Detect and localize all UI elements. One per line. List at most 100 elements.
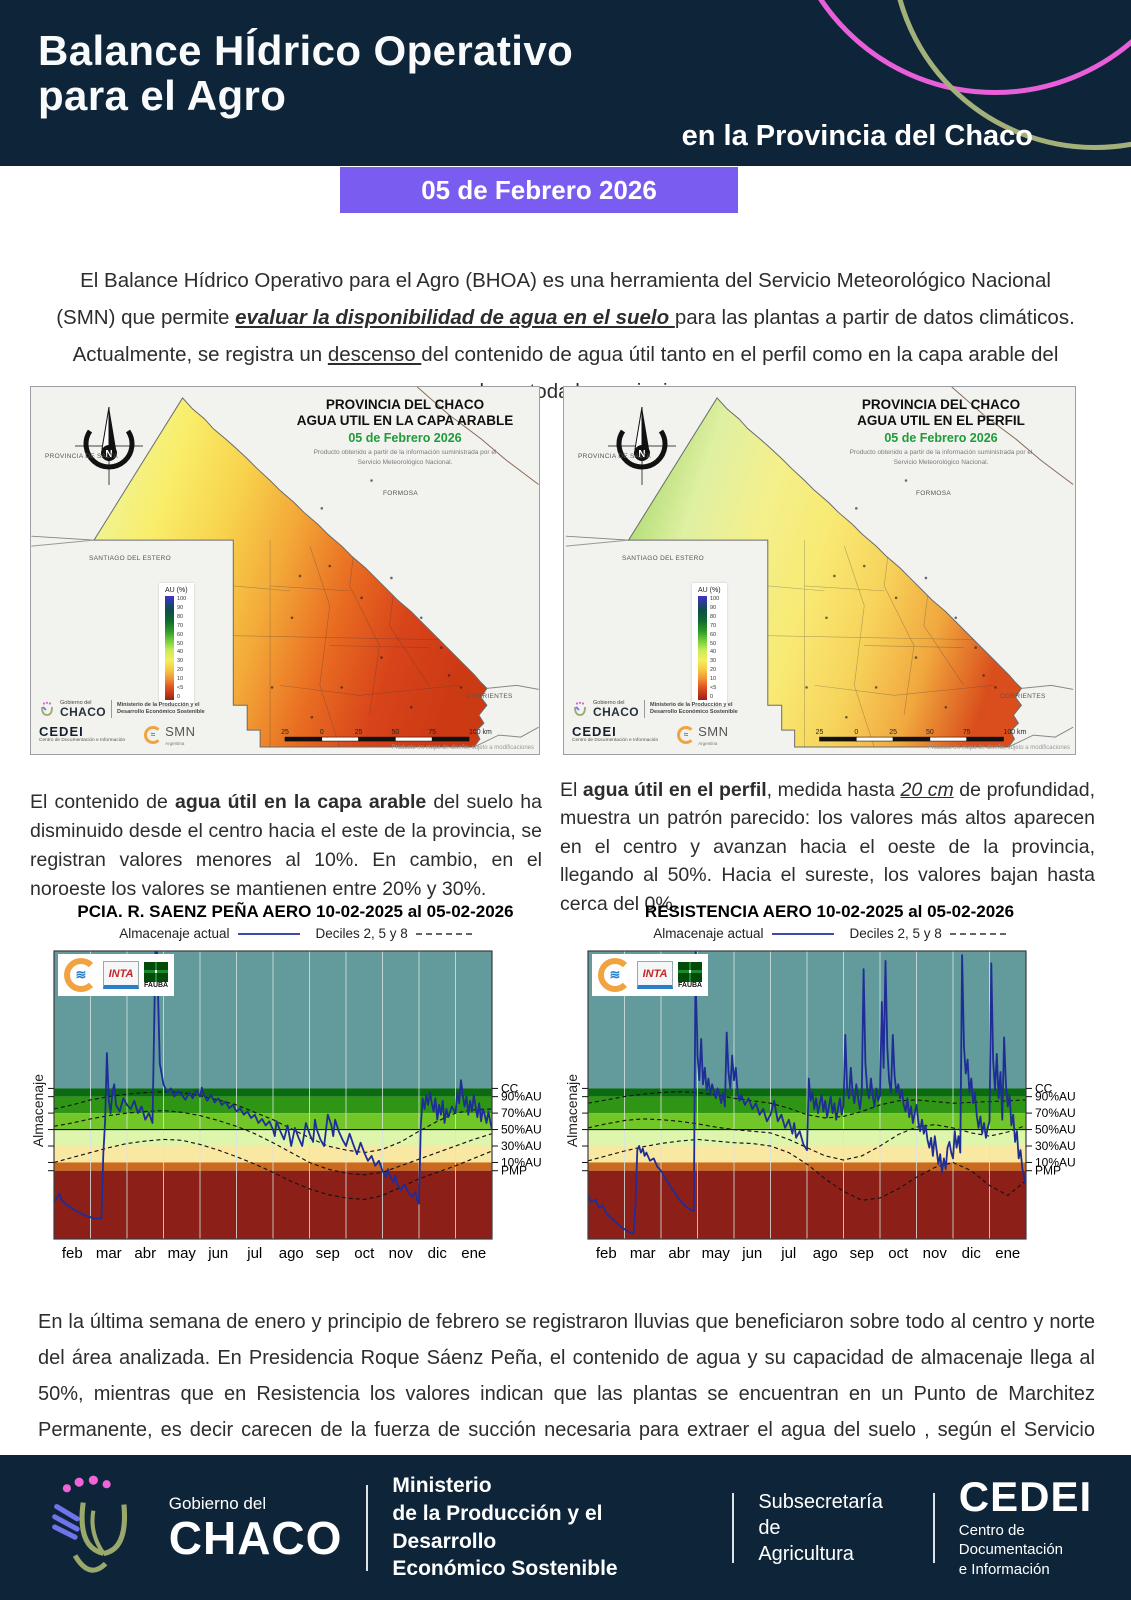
legend-colorbar bbox=[165, 596, 174, 700]
note-perfil: El agua útil en el perfil, medida hasta … bbox=[560, 776, 1095, 919]
text-segment: El bbox=[560, 778, 583, 801]
text-segment: 20 cm bbox=[900, 778, 954, 801]
svg-text:nov: nov bbox=[923, 1245, 948, 1262]
svg-text:25: 25 bbox=[816, 729, 824, 736]
svg-text:0: 0 bbox=[854, 729, 858, 736]
chart-title: PCIA. R. SAENZ PEÑA AERO 10-02-2025 al 0… bbox=[77, 902, 514, 921]
footer-subsec-line2: Agricultura bbox=[758, 1542, 854, 1565]
text-segment: agua útil en la capa arable bbox=[174, 790, 427, 813]
map-logo-ministry: Ministerio de la Producción y el Desarro… bbox=[650, 701, 738, 715]
text-segment: El contenido de bbox=[30, 790, 175, 813]
svg-text:30%AU: 30%AU bbox=[501, 1139, 542, 1153]
footer-cedei-line1: Centro de Documentación bbox=[958, 1521, 1064, 1559]
chart-watermark-logos: ≋ INTA FAUBA bbox=[592, 954, 709, 996]
svg-text:CC: CC bbox=[1035, 1081, 1053, 1095]
map-date: 05 de Febrero 2026 bbox=[884, 431, 998, 446]
text-segment: de profundidad, muestra un patrón pareci… bbox=[560, 778, 1095, 916]
footer-divider bbox=[932, 1492, 935, 1563]
svg-text:100 km: 100 km bbox=[1003, 729, 1026, 736]
svg-text:PMP: PMP bbox=[1035, 1164, 1061, 1178]
text-segment: El Balance Hídrico Operativo para el Agr… bbox=[56, 268, 1051, 329]
map-capa-arable: 25 0 25 50 75 100 km N PROVINCIA DEL CHACO AG… bbox=[30, 386, 540, 755]
text-segment: evaluar la disponibilidad de agua en el … bbox=[235, 305, 675, 329]
svg-text:feb: feb bbox=[62, 1245, 83, 1262]
svg-text:50: 50 bbox=[392, 729, 400, 736]
text-segment: agua útil en el perfil bbox=[582, 778, 767, 801]
svg-text:oct: oct bbox=[354, 1245, 375, 1262]
smn-logo-icon: ≋ bbox=[64, 958, 98, 992]
neighbor-label-corrientes: CORRIENTES bbox=[1000, 693, 1046, 700]
svg-text:ene: ene bbox=[461, 1245, 486, 1262]
svg-text:dic: dic bbox=[962, 1245, 982, 1262]
map-perfil: 25 0 25 50 75 100 km N PROVINCIA DEL CHACO AG… bbox=[563, 386, 1076, 755]
smn-logo-icon: ≈ bbox=[677, 725, 696, 744]
svg-text:50: 50 bbox=[926, 729, 934, 736]
footer-subsecretaria: Subsecretaría de Agricultura bbox=[758, 1489, 909, 1567]
svg-text:50%AU: 50%AU bbox=[1035, 1123, 1076, 1137]
footer-ministry-line1: Ministerio bbox=[392, 1474, 492, 1498]
svg-text:50%AU: 50%AU bbox=[501, 1123, 542, 1137]
svg-text:N: N bbox=[105, 449, 112, 460]
footer-ministry-line2: de la Producción y el Desarrollo bbox=[392, 1501, 603, 1553]
map-logo-gob-label: Gobierno del bbox=[593, 699, 625, 706]
chaco-flower-icon bbox=[574, 701, 586, 716]
svg-text:feb: feb bbox=[596, 1245, 617, 1262]
svg-text:10%AU: 10%AU bbox=[1035, 1155, 1076, 1169]
text-segment: del suelo ha disminuido desde el centro … bbox=[30, 790, 542, 901]
color-scale-legend: AU (%) 100 90 80 70 60 50 40 30 20 10 <5 0 bbox=[692, 583, 727, 706]
map-logo-chaco: CHACO bbox=[60, 705, 106, 719]
map-title-block: PROVINCIA DEL CHACO AGUA UTIL EN EL PERF… bbox=[815, 397, 1067, 467]
footer-gov-name: CHACO bbox=[168, 1512, 343, 1565]
neighbor-label-santiago: SANTIAGO DEL ESTERO bbox=[622, 555, 705, 562]
legend-title: AU (%) bbox=[698, 587, 721, 594]
map-logo-ministry: Ministerio de la Producción y el Desarro… bbox=[117, 701, 205, 715]
map-title-line2: AGUA UTIL EN EL PERFIL bbox=[857, 412, 1025, 428]
footer-banner: Gobierno del CHACO Ministerio de la Prod… bbox=[0, 1455, 1131, 1600]
svg-text:oct: oct bbox=[888, 1245, 909, 1262]
legend-ticks: 100 90 80 70 60 50 40 30 20 10 <5 0 bbox=[177, 596, 187, 700]
header-banner: Balance HÍdrico Operativo para el Agro e… bbox=[0, 0, 1131, 166]
chaco-flower-icon bbox=[41, 701, 53, 716]
footer-ministry-line3: Económico Sostenible bbox=[392, 1557, 618, 1581]
svg-text:jun: jun bbox=[207, 1245, 228, 1262]
divider bbox=[111, 699, 112, 718]
map-source-note: Producto obtenido a partir de la informa… bbox=[849, 449, 1033, 466]
inta-logo-icon: INTA bbox=[637, 961, 673, 989]
svg-text:abr: abr bbox=[668, 1245, 690, 1262]
chart-title: RESISTENCIA AERO 10-02-2025 al 05-02-202… bbox=[644, 902, 1015, 921]
map-logo-cedei: CEDEI bbox=[572, 723, 617, 739]
svg-text:nov: nov bbox=[389, 1245, 414, 1262]
svg-text:ene: ene bbox=[995, 1245, 1020, 1262]
neighbor-label-formosa: FORMOSA bbox=[916, 490, 951, 497]
chaco-flower-logo-icon bbox=[52, 1475, 128, 1573]
note-capa-arable: El contenido de agua útil en la capa ara… bbox=[30, 788, 542, 905]
footer-gov-brand: Gobierno del CHACO bbox=[169, 1494, 343, 1561]
svg-text:N: N bbox=[638, 449, 645, 460]
date-banner: 05 de Febrero 2026 bbox=[340, 167, 738, 213]
map-title-line1: PROVINCIA DEL CHACO bbox=[325, 397, 485, 412]
svg-text:25: 25 bbox=[355, 729, 363, 736]
map-logos-block: Gobierno del CHACO Ministerio de la Prod… bbox=[39, 695, 209, 746]
svg-text:ago: ago bbox=[813, 1245, 838, 1262]
smn-logo-icon: ≋ bbox=[598, 958, 632, 992]
footer-divider bbox=[732, 1492, 735, 1563]
smn-logo-icon: ≈ bbox=[144, 725, 163, 744]
fauba-logo-icon: FAUBA bbox=[678, 961, 702, 989]
footer-divider bbox=[366, 1484, 369, 1571]
svg-text:75: 75 bbox=[963, 729, 971, 736]
svg-text:ago: ago bbox=[279, 1245, 304, 1262]
chart-legend: Almacenaje actual Deciles 2, 5 y 8 bbox=[28, 926, 563, 941]
footer-cedei: CEDEI bbox=[958, 1472, 1093, 1520]
map-title-line2: AGUA UTIL EN LA CAPA ARABLE bbox=[296, 412, 514, 428]
chart-saenz-pena: PCIA. R. SAENZ PEÑA AERO 10-02-2025 al 0… bbox=[28, 902, 563, 1272]
svg-text:abr: abr bbox=[134, 1245, 156, 1262]
page-title: Balance HÍdrico Operativo para el Agro bbox=[38, 28, 573, 119]
map-logo-cedei-sub: Centro de Documentación e Información bbox=[572, 737, 659, 743]
page-subtitle: en la Provincia del Chaco bbox=[681, 120, 1033, 152]
chaco-map-graphic: 25 0 25 50 75 100 km bbox=[31, 387, 539, 754]
divider bbox=[644, 699, 645, 718]
fauba-logo-icon: FAUBA bbox=[144, 961, 168, 989]
map-date: 05 de Febrero 2026 bbox=[348, 431, 462, 446]
page-title-line1: Balance HÍdrico Operativo bbox=[38, 27, 574, 74]
